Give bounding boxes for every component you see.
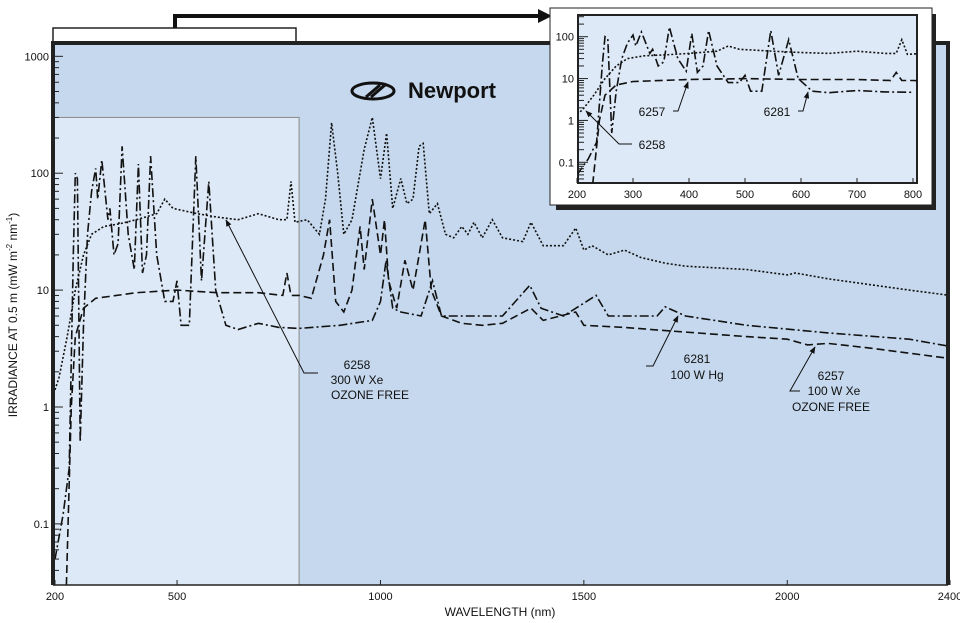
svg-text:OZONE FREE: OZONE FREE [792, 400, 870, 414]
main-series-6257 [65, 198, 948, 585]
x-axis-label: WAVELENGTH (nm) [445, 605, 556, 619]
main-x-tick-label: 2400 [938, 591, 960, 603]
inset-annotation-6258: 6258 [585, 110, 666, 152]
annotation-6257: 6257 100 W Xe OZONE FREE [789, 346, 870, 414]
svg-text:100 W Xe: 100 W Xe [808, 384, 861, 398]
inset-chart: 200 300 400 500 600 700 800 0.1 1 10 100 6257 6281… [549, 7, 936, 210]
svg-text:6257: 6257 [818, 369, 845, 383]
inset-x-tick-label: 800 [904, 189, 922, 201]
y-axis-label: IRRADIANCE AT 0.5 m (mW m-2 nm-1) [5, 213, 20, 418]
main-y-tick-label: 1 [43, 402, 49, 414]
inset-x-tick-label: 600 [792, 189, 810, 201]
inset-x-tick-label: 700 [848, 189, 866, 201]
annotation-6281: 6281 100 W Hg [646, 315, 724, 382]
zoom-arrow [173, 14, 540, 28]
zoom-arrow-head [538, 9, 552, 23]
inset-annotation-6281: 6281 [764, 91, 810, 119]
main-y-tick-label: 1000 [25, 51, 49, 63]
inset-x-tick-label: 500 [736, 189, 754, 201]
svg-text:6258: 6258 [639, 138, 666, 152]
annotation-6258: 6258 300 W Xe OZONE FREE [225, 219, 409, 402]
inset-y-tick-label: 100 [556, 32, 574, 44]
main-y-tick-label: 0.1 [34, 519, 49, 531]
svg-text:6258: 6258 [344, 358, 371, 372]
inset-x-tick-label: 300 [624, 189, 642, 201]
main-x-tick-label: 1500 [572, 591, 596, 603]
inset-y-tick-label: 1 [568, 115, 574, 127]
newport-logo: Newport [350, 78, 497, 103]
svg-text:Newport: Newport [408, 78, 497, 103]
main-x-tick-label: 2000 [775, 591, 799, 603]
main-x-tick-label: 200 [46, 591, 64, 603]
main-y-tick-label: 100 [31, 168, 49, 180]
inset-series-6281 [578, 26, 914, 175]
svg-text:300 W Xe: 300 W Xe [331, 373, 384, 387]
main-x-tick-label: 1000 [368, 591, 392, 603]
inset-series-6257 [592, 70, 917, 183]
svg-text:6257: 6257 [639, 105, 666, 119]
svg-text:100 W Hg: 100 W Hg [670, 368, 723, 382]
inset-x-tick-label: 400 [680, 189, 698, 201]
main-series-6258 [54, 117, 948, 391]
plot-frame [51, 41, 950, 585]
inset-annotation-6257: 6257 [639, 81, 689, 119]
main-series-6281 [54, 146, 948, 560]
main-x-tick-label: 500 [168, 591, 186, 603]
inset-x-tick-label: 200 [568, 189, 586, 201]
main-y-tick-label: 10 [37, 285, 49, 297]
inset-y-tick-label: 0.1 [559, 157, 574, 169]
svg-text:OZONE FREE: OZONE FREE [331, 388, 409, 402]
inset-y-tick-label: 10 [562, 74, 574, 86]
highlight-region [52, 116, 300, 586]
svg-text:6281: 6281 [684, 352, 711, 366]
svg-text:6281: 6281 [764, 105, 791, 119]
